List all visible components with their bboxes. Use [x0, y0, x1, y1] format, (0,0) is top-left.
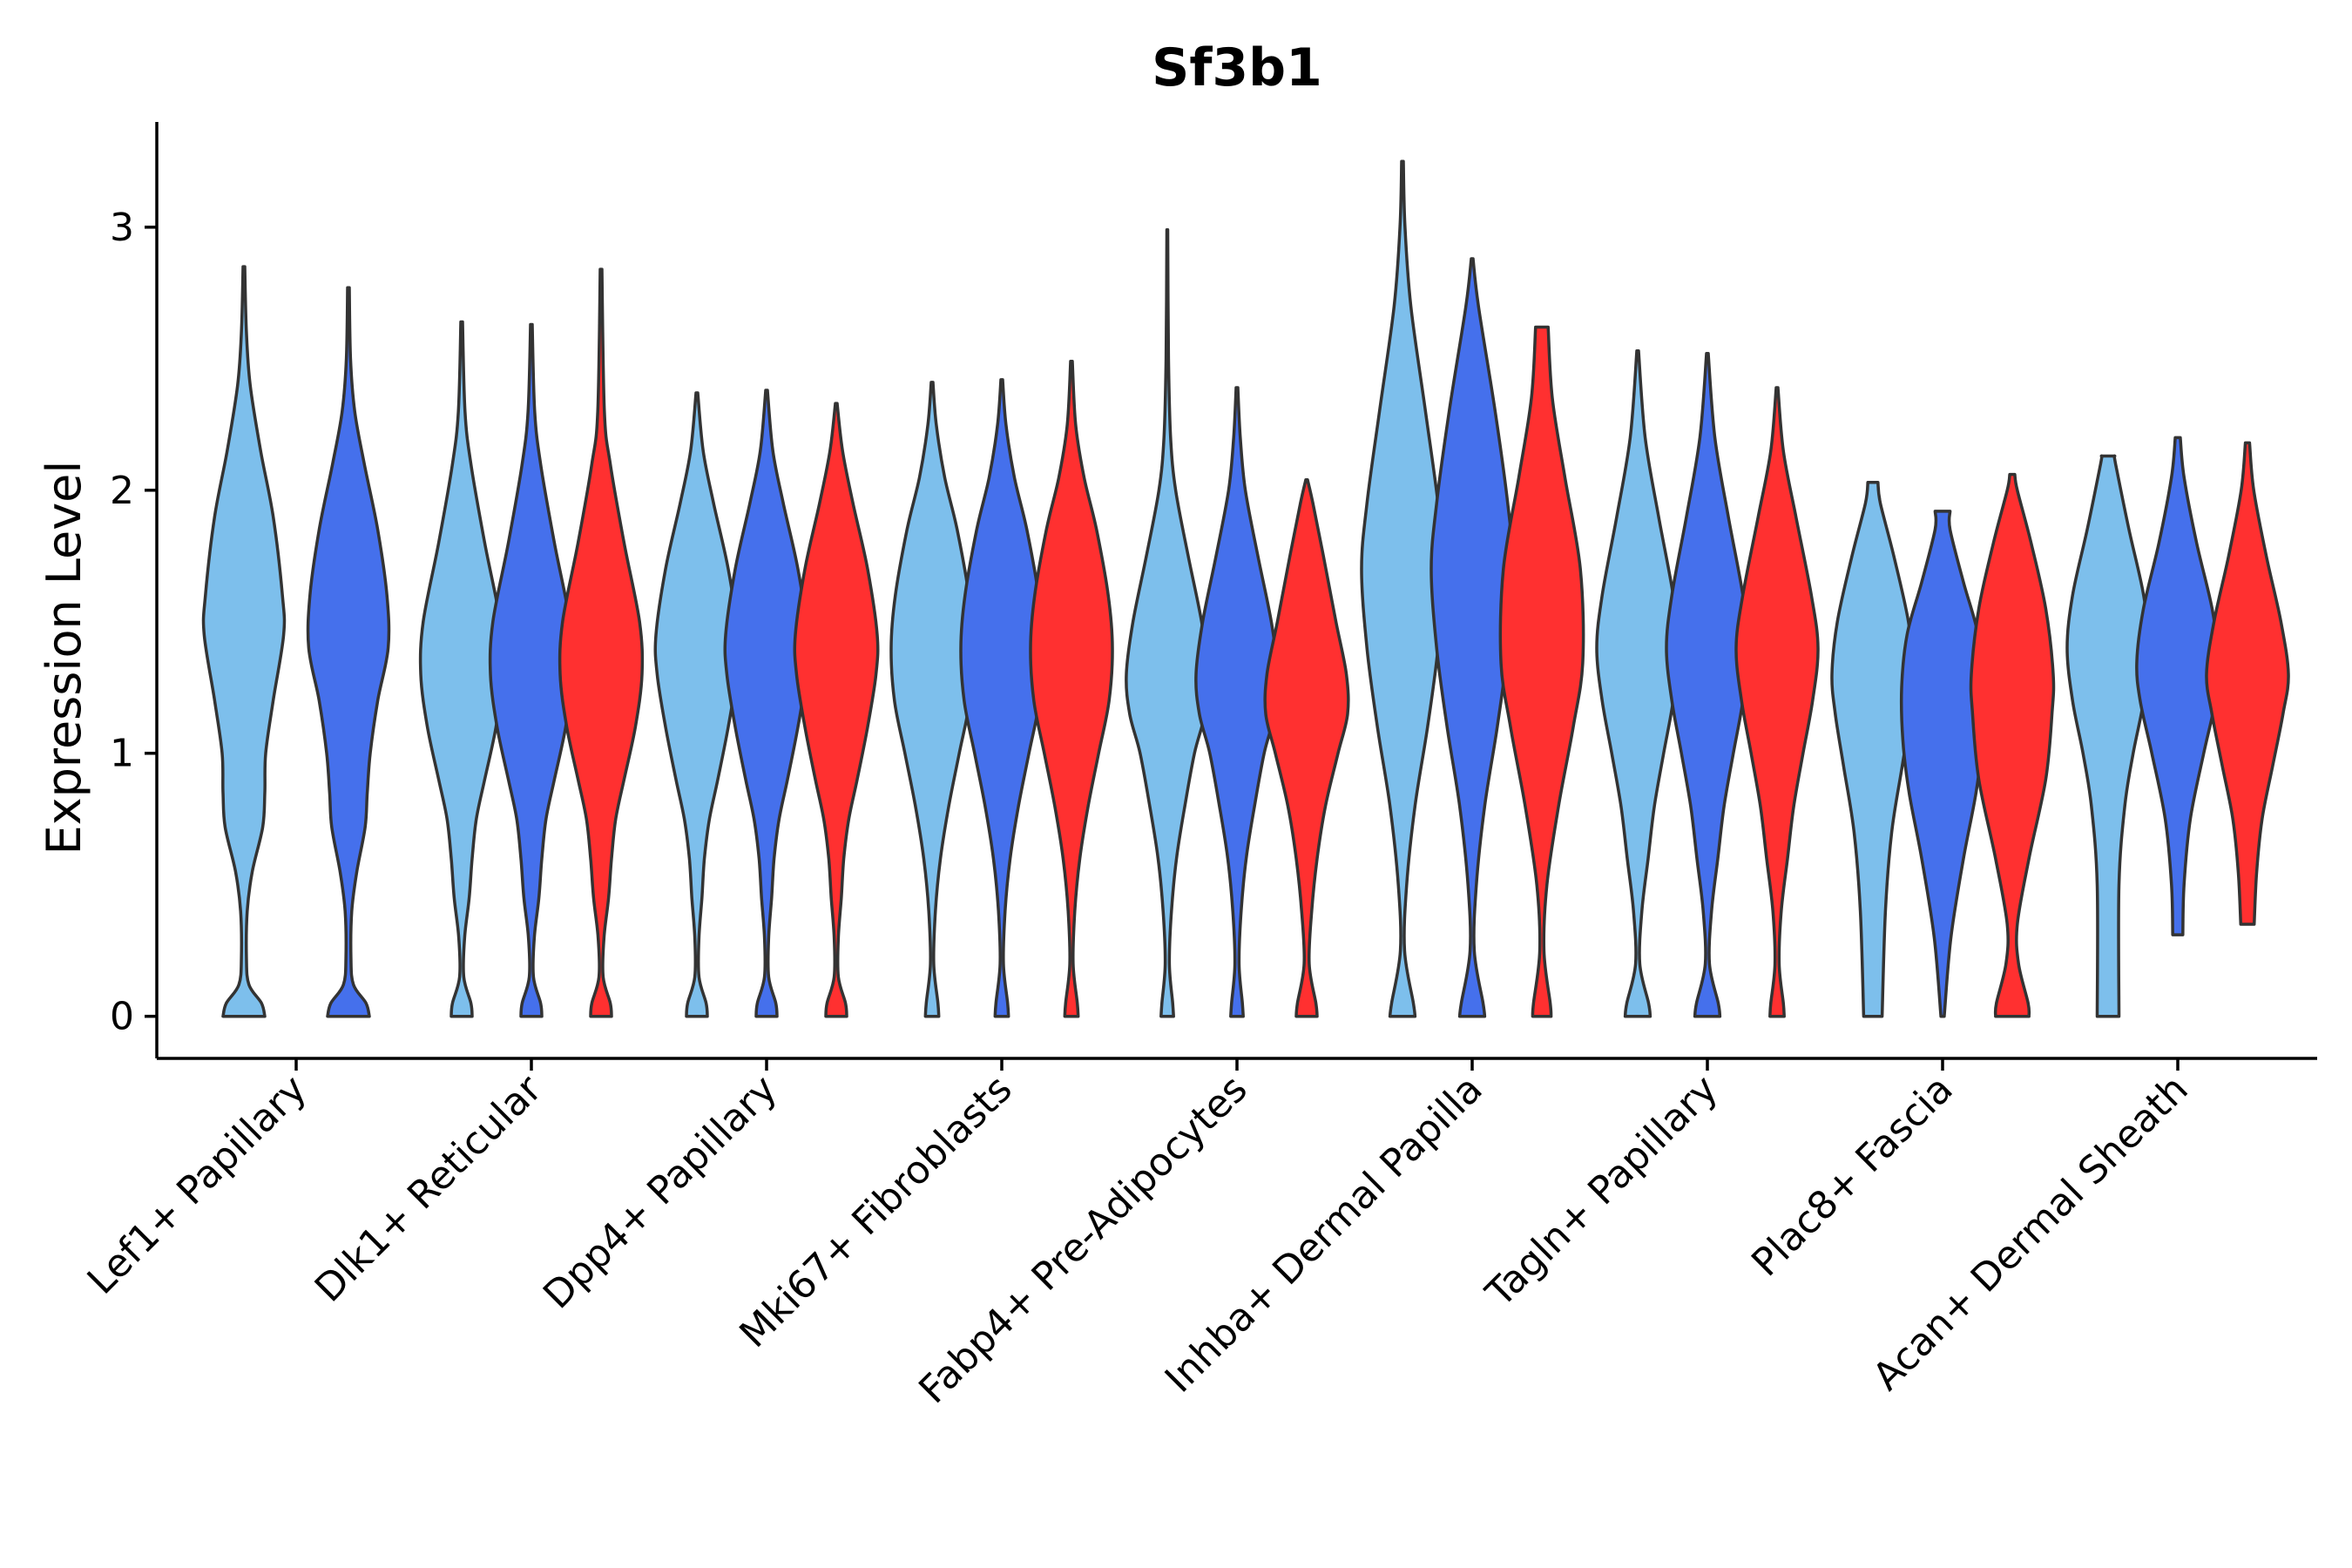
violin-tagln-papillary-3 — [1734, 386, 1820, 1018]
violin-acan-dermal-sheath-3 — [2205, 441, 2290, 926]
violin-inhba-dermal-papilla-2 — [1429, 257, 1515, 1018]
violin-fabp4-pre-adipocytes-3 — [1263, 477, 1350, 1018]
violin-acan-dermal-sheath-1 — [2065, 454, 2151, 1018]
x-tick-label: Lef1+ Papillary — [79, 1067, 315, 1303]
violin-plac8-fascia-3 — [1969, 472, 2056, 1018]
x-tick-label: Tagln+ Papillary — [1477, 1067, 1727, 1316]
violin-fabp4-pre-adipocytes-2 — [1194, 386, 1280, 1018]
violin-fabp4-pre-adipocytes-1 — [1125, 228, 1210, 1018]
plot-area — [201, 159, 2290, 1018]
violin-plac8-fascia-1 — [1830, 480, 1916, 1018]
x-tick-label: Dlk1+ Reticular — [307, 1066, 551, 1311]
violin-dpp4-papillary-3 — [793, 402, 880, 1018]
violin-dlk1-reticular-1 — [418, 320, 505, 1018]
violin-tagln-papillary-2 — [1665, 351, 1750, 1018]
violin-mki67-fibroblasts-3 — [1029, 360, 1114, 1018]
violin-acan-dermal-sheath-2 — [2135, 436, 2220, 936]
violin-lef1-papillary-1 — [201, 265, 287, 1018]
violin-dpp4-papillary-2 — [723, 389, 810, 1018]
violin-inhba-dermal-papilla-1 — [1360, 159, 1445, 1018]
violin-lef1-papillary-2 — [306, 286, 391, 1018]
violin-mki67-fibroblasts-1 — [889, 381, 975, 1018]
y-axis: 0 1 2 3 — [110, 122, 159, 1058]
violin-dlk1-reticular-3 — [558, 267, 645, 1018]
y-tick-label: 0 — [110, 995, 134, 1039]
violin-mki67-fibroblasts-2 — [959, 378, 1044, 1018]
x-tick-label: Dpp4+ Papillary — [535, 1067, 786, 1318]
chart-title: Sf3b1 — [1152, 37, 1322, 98]
violin-dpp4-papillary-1 — [653, 391, 740, 1018]
y-tick-label: 2 — [110, 469, 134, 513]
y-tick-label: 3 — [110, 206, 134, 250]
y-tick-label: 1 — [110, 732, 134, 776]
y-axis-label: Expression Level — [37, 461, 91, 855]
violin-inhba-dermal-papilla-3 — [1498, 325, 1585, 1018]
x-tick-label: Plac8+ Fascia — [1743, 1067, 1962, 1286]
violin-dlk1-reticular-2 — [488, 322, 575, 1018]
violin-tagln-papillary-1 — [1595, 348, 1680, 1018]
violin-plac8-fascia-2 — [1899, 510, 1986, 1018]
